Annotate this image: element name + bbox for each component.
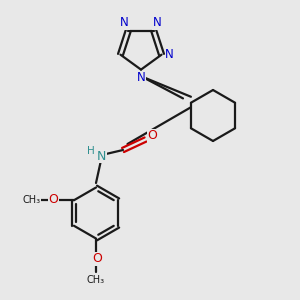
Text: N: N — [120, 16, 129, 29]
Text: N: N — [97, 149, 106, 163]
Text: O: O — [92, 252, 102, 266]
Text: H: H — [87, 146, 95, 156]
Text: N: N — [136, 71, 146, 84]
Text: N: N — [165, 48, 174, 61]
Text: O: O — [49, 193, 58, 206]
Text: CH₃: CH₃ — [23, 195, 41, 205]
Text: N: N — [153, 16, 162, 29]
Text: CH₃: CH₃ — [87, 275, 105, 285]
Text: O: O — [147, 129, 157, 142]
